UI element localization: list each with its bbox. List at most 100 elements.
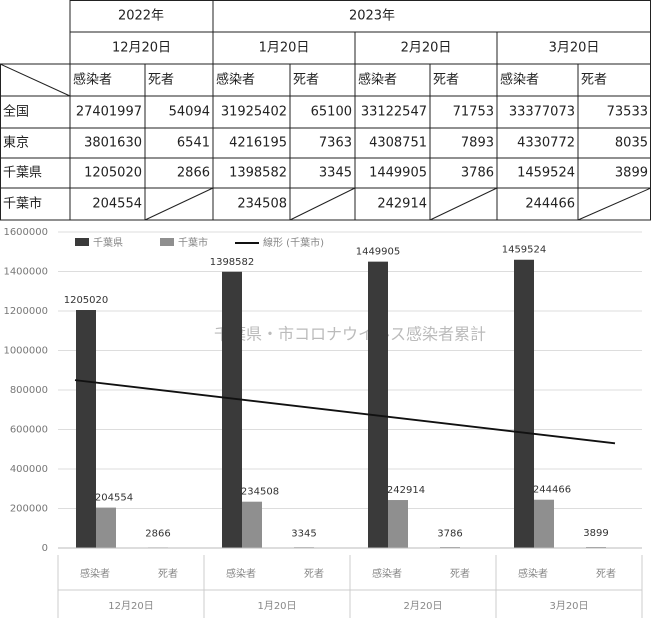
cell-text: 244466 bbox=[525, 197, 575, 212]
cell-text: 8035 bbox=[615, 136, 648, 151]
cell-text: 感染者 bbox=[73, 72, 112, 88]
cell-text: 3786 bbox=[461, 166, 494, 181]
cell-text: 2866 bbox=[177, 166, 210, 181]
cell-text: 1205020 bbox=[84, 166, 142, 181]
x-tick-label: 死者 bbox=[450, 568, 470, 580]
legend-label: 千葉市 bbox=[178, 236, 208, 249]
y-tick-label: 0 bbox=[42, 543, 48, 554]
cell-text: 感染者 bbox=[500, 72, 539, 88]
cell-text: 4308751 bbox=[369, 136, 427, 151]
cell-text: 死者 bbox=[148, 73, 174, 88]
rule bbox=[0, 63, 71, 97]
cell-text: 27401997 bbox=[76, 105, 142, 120]
y-tick-label: 200000 bbox=[10, 504, 48, 515]
legend-label: 線形 (千葉市) bbox=[263, 236, 324, 249]
data-label: 3899 bbox=[583, 528, 608, 539]
cell-text: 3345 bbox=[319, 166, 352, 181]
cell-text: 3801630 bbox=[84, 136, 142, 151]
group-label: 12月20日 bbox=[108, 600, 153, 612]
cell-text: 6541 bbox=[177, 136, 210, 151]
cell-text: 204554 bbox=[92, 197, 142, 212]
bar bbox=[388, 500, 408, 548]
bar bbox=[76, 310, 96, 548]
data-label: 234508 bbox=[241, 487, 279, 498]
rule bbox=[144, 187, 214, 221]
cell-text: 31925402 bbox=[221, 105, 287, 120]
cell-text: 3899 bbox=[615, 166, 648, 181]
cell-text: 3月20日 bbox=[549, 41, 600, 56]
data-label: 1205020 bbox=[64, 295, 109, 306]
cell-text: 234508 bbox=[237, 197, 287, 212]
group-label: 3月20日 bbox=[549, 600, 588, 612]
x-tick-label: 感染者 bbox=[80, 567, 110, 580]
cell-text: 33377073 bbox=[509, 105, 575, 120]
cell-text: 死者 bbox=[293, 73, 319, 88]
y-tick-label: 400000 bbox=[10, 464, 48, 475]
x-tick-label: 感染者 bbox=[226, 567, 256, 580]
rule bbox=[577, 187, 651, 221]
cell-text: 33122547 bbox=[361, 105, 427, 120]
bar bbox=[242, 501, 262, 548]
cell-text: 2月20日 bbox=[401, 41, 452, 56]
cell-text: 2023年 bbox=[349, 9, 395, 24]
cell-text: 全国 bbox=[3, 104, 29, 120]
cell-text: 242914 bbox=[377, 197, 427, 212]
cell-text: 73533 bbox=[607, 105, 648, 120]
x-tick-label: 死者 bbox=[304, 568, 324, 580]
cell-text: 1459524 bbox=[517, 166, 575, 181]
y-tick-label: 1600000 bbox=[3, 227, 48, 238]
cell-text: 感染者 bbox=[358, 72, 397, 88]
y-tick-label: 600000 bbox=[10, 425, 48, 436]
y-tick-label: 1200000 bbox=[3, 306, 48, 317]
cell-text: 死者 bbox=[433, 73, 459, 88]
bar bbox=[222, 271, 242, 548]
chart-title: 千葉県・市コロナウイルス感染者累計 bbox=[214, 325, 486, 344]
legend-label: 千葉県 bbox=[93, 236, 123, 249]
legend-swatch bbox=[160, 238, 174, 246]
x-tick-label: 死者 bbox=[158, 568, 178, 580]
data-label: 3345 bbox=[291, 528, 316, 539]
y-tick-label: 1400000 bbox=[3, 267, 48, 278]
data-label: 244466 bbox=[533, 485, 571, 496]
group-label: 2月20日 bbox=[403, 600, 442, 612]
data-label: 1449905 bbox=[356, 247, 401, 258]
bar bbox=[514, 259, 534, 548]
cell-text: 54094 bbox=[169, 105, 210, 120]
y-tick-label: 800000 bbox=[10, 385, 48, 396]
cell-text: 1449905 bbox=[369, 166, 427, 181]
cell-text: 千葉市 bbox=[3, 196, 42, 212]
cell-text: 7893 bbox=[461, 136, 494, 151]
x-tick-label: 感染者 bbox=[372, 567, 402, 580]
cell-text: 1月20日 bbox=[259, 41, 310, 56]
rule bbox=[289, 187, 356, 221]
cell-text: 12月20日 bbox=[112, 41, 171, 56]
data-label: 242914 bbox=[387, 485, 425, 496]
cell-text: 1398582 bbox=[229, 166, 287, 181]
group-label: 1月20日 bbox=[257, 600, 296, 612]
data-label: 2866 bbox=[145, 528, 170, 539]
cell-text: 2022年 bbox=[118, 9, 164, 24]
legend-swatch bbox=[75, 238, 89, 246]
cell-text: 4330772 bbox=[517, 136, 575, 151]
cell-text: 4216195 bbox=[229, 136, 287, 151]
y-tick-label: 1000000 bbox=[3, 346, 48, 357]
cell-text: 死者 bbox=[581, 73, 607, 88]
x-tick-label: 感染者 bbox=[518, 567, 548, 580]
bar bbox=[96, 507, 116, 548]
data-label: 1398582 bbox=[210, 257, 255, 268]
cell-text: 東京 bbox=[3, 135, 29, 151]
trend-line bbox=[74, 379, 616, 445]
cell-text: 千葉県 bbox=[3, 166, 42, 181]
bar bbox=[534, 499, 554, 548]
data-label: 1459524 bbox=[502, 245, 547, 256]
bar bbox=[368, 261, 388, 548]
cell-text: 71753 bbox=[453, 105, 494, 120]
data-label: 3786 bbox=[437, 528, 462, 539]
cell-text: 65100 bbox=[311, 105, 352, 120]
cell-text: 感染者 bbox=[216, 72, 255, 88]
rule bbox=[429, 187, 498, 221]
data-label: 204554 bbox=[95, 493, 133, 504]
x-tick-label: 死者 bbox=[596, 568, 616, 580]
cell-text: 7363 bbox=[319, 136, 352, 151]
